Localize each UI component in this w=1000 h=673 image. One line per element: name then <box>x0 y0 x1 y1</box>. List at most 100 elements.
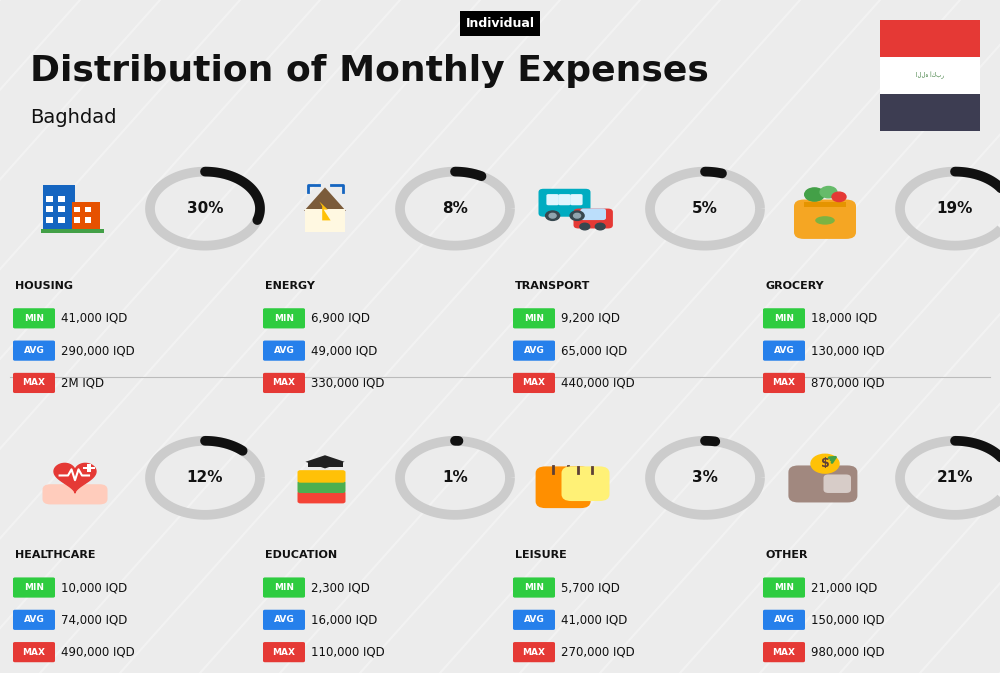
FancyBboxPatch shape <box>562 466 610 501</box>
FancyBboxPatch shape <box>46 196 53 202</box>
FancyBboxPatch shape <box>13 373 55 393</box>
FancyBboxPatch shape <box>85 217 91 223</box>
Text: MIN: MIN <box>24 314 44 323</box>
FancyBboxPatch shape <box>83 466 95 469</box>
FancyBboxPatch shape <box>42 485 108 505</box>
FancyBboxPatch shape <box>513 373 555 393</box>
Circle shape <box>811 454 839 473</box>
FancyBboxPatch shape <box>46 207 53 213</box>
Text: $: $ <box>821 457 829 470</box>
Text: MAX: MAX <box>522 378 546 388</box>
Polygon shape <box>54 464 96 493</box>
Text: MAX: MAX <box>273 378 296 388</box>
Text: TRANSPORT: TRANSPORT <box>515 281 590 291</box>
Text: EDUCATION: EDUCATION <box>265 551 337 560</box>
Text: 18,000 IQD: 18,000 IQD <box>811 312 877 325</box>
Text: 2,300 IQD: 2,300 IQD <box>311 581 370 594</box>
FancyBboxPatch shape <box>513 577 555 598</box>
Text: MIN: MIN <box>774 314 794 323</box>
Text: 65,000 IQD: 65,000 IQD <box>561 344 627 357</box>
FancyBboxPatch shape <box>558 194 571 205</box>
Polygon shape <box>319 202 331 221</box>
FancyBboxPatch shape <box>298 470 346 483</box>
Text: 870,000 IQD: 870,000 IQD <box>811 376 885 390</box>
Text: MIN: MIN <box>274 583 294 592</box>
Circle shape <box>820 186 837 198</box>
Text: 150,000 IQD: 150,000 IQD <box>811 613 885 627</box>
Text: 5%: 5% <box>692 201 718 216</box>
FancyBboxPatch shape <box>804 202 846 207</box>
Text: AVG: AVG <box>524 346 544 355</box>
Text: 440,000 IQD: 440,000 IQD <box>561 376 635 390</box>
Text: MIN: MIN <box>524 583 544 592</box>
Text: 130,000 IQD: 130,000 IQD <box>811 344 885 357</box>
FancyBboxPatch shape <box>570 194 583 205</box>
Text: AVG: AVG <box>24 615 44 625</box>
Text: AVG: AVG <box>274 346 294 355</box>
FancyBboxPatch shape <box>513 610 555 630</box>
Text: AVG: AVG <box>524 615 544 625</box>
Text: 5,700 IQD: 5,700 IQD <box>561 581 620 594</box>
FancyBboxPatch shape <box>41 229 104 233</box>
Text: MIN: MIN <box>774 583 794 592</box>
Text: MAX: MAX <box>522 647 546 657</box>
FancyBboxPatch shape <box>263 308 305 328</box>
Text: LEISURE: LEISURE <box>515 551 567 560</box>
FancyBboxPatch shape <box>763 610 805 630</box>
FancyBboxPatch shape <box>13 610 55 630</box>
Text: MAX: MAX <box>273 647 296 657</box>
Circle shape <box>546 211 560 221</box>
FancyBboxPatch shape <box>263 610 305 630</box>
Text: 21,000 IQD: 21,000 IQD <box>811 581 877 594</box>
Text: HEALTHCARE: HEALTHCARE <box>15 551 96 560</box>
FancyBboxPatch shape <box>58 196 65 202</box>
FancyBboxPatch shape <box>538 189 590 217</box>
FancyBboxPatch shape <box>763 373 805 393</box>
Text: 270,000 IQD: 270,000 IQD <box>561 645 635 659</box>
FancyBboxPatch shape <box>87 464 91 472</box>
Text: 41,000 IQD: 41,000 IQD <box>61 312 127 325</box>
FancyBboxPatch shape <box>263 577 305 598</box>
FancyBboxPatch shape <box>305 209 345 232</box>
FancyBboxPatch shape <box>513 642 555 662</box>
Text: 8%: 8% <box>442 201 468 216</box>
Text: ENERGY: ENERGY <box>265 281 315 291</box>
Ellipse shape <box>815 216 835 225</box>
Circle shape <box>574 213 581 218</box>
FancyBboxPatch shape <box>298 491 346 503</box>
FancyBboxPatch shape <box>263 341 305 361</box>
FancyBboxPatch shape <box>308 462 342 468</box>
FancyBboxPatch shape <box>74 217 80 223</box>
Circle shape <box>595 223 605 230</box>
Text: 980,000 IQD: 980,000 IQD <box>811 645 885 659</box>
Text: 330,000 IQD: 330,000 IQD <box>311 376 384 390</box>
Text: AVG: AVG <box>274 615 294 625</box>
Text: OTHER: OTHER <box>765 551 808 560</box>
Text: MAX: MAX <box>22 647 46 657</box>
FancyBboxPatch shape <box>536 466 591 508</box>
FancyBboxPatch shape <box>880 57 980 94</box>
Text: 49,000 IQD: 49,000 IQD <box>311 344 377 357</box>
Circle shape <box>805 188 824 201</box>
Circle shape <box>549 213 556 218</box>
Text: 3%: 3% <box>692 470 718 485</box>
Text: MIN: MIN <box>24 583 44 592</box>
Text: 21%: 21% <box>937 470 973 485</box>
Text: الله أكبر: الله أكبر <box>916 72 944 79</box>
FancyBboxPatch shape <box>763 341 805 361</box>
FancyBboxPatch shape <box>546 194 559 205</box>
Text: 290,000 IQD: 290,000 IQD <box>61 344 135 357</box>
Text: HOUSING: HOUSING <box>15 281 73 291</box>
Text: AVG: AVG <box>774 346 794 355</box>
FancyBboxPatch shape <box>580 209 606 220</box>
Text: 12%: 12% <box>187 470 223 485</box>
Polygon shape <box>305 455 345 468</box>
FancyBboxPatch shape <box>298 481 346 493</box>
Text: 74,000 IQD: 74,000 IQD <box>61 613 127 627</box>
FancyBboxPatch shape <box>72 202 100 232</box>
FancyBboxPatch shape <box>13 642 55 662</box>
Circle shape <box>570 211 584 221</box>
Text: 10,000 IQD: 10,000 IQD <box>61 581 127 594</box>
FancyBboxPatch shape <box>513 308 555 328</box>
Text: Baghdad: Baghdad <box>30 108 116 127</box>
